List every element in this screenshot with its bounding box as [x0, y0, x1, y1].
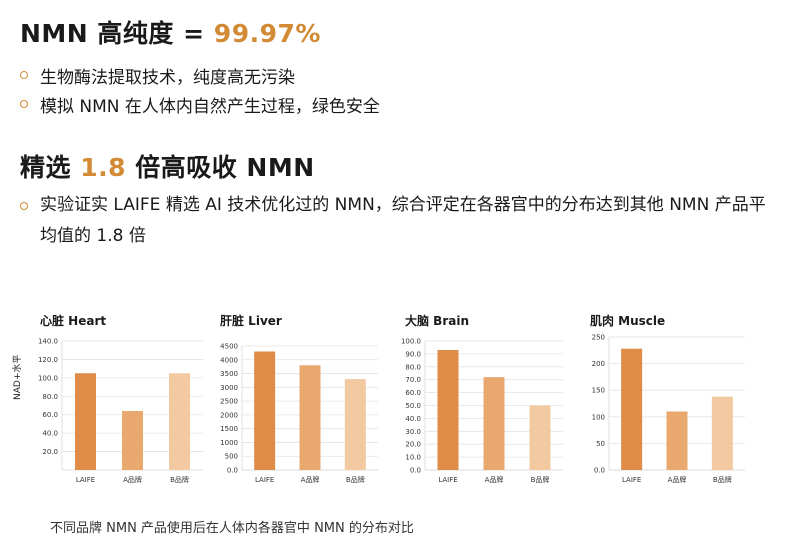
category-label: B品牌	[713, 475, 732, 484]
purity-value: 99.97%	[213, 19, 321, 48]
category-label: A品牌	[485, 475, 504, 484]
y-tick-label: 40.0	[42, 430, 58, 438]
y-tick-label: 100.0	[38, 374, 58, 382]
bar	[344, 379, 366, 470]
y-tick-label: 120.0	[38, 356, 58, 364]
purity-heading-text: NMN 高纯度 =	[20, 19, 214, 48]
bar	[122, 411, 143, 470]
y-tick-label: 20.0	[405, 441, 421, 449]
y-tick-label: 70.0	[405, 376, 421, 384]
y-tick-label: 10.0	[405, 454, 421, 462]
category-label: A品牌	[668, 475, 687, 484]
y-tick-label: 0.0	[594, 467, 605, 475]
y-tick-label: 50	[596, 440, 605, 448]
y-tick-label: 0.0	[410, 467, 421, 475]
bar	[254, 351, 276, 470]
bullet-circle-icon	[20, 71, 28, 79]
bullet-item: 生物酶法提取技术，纯度高无污染	[20, 63, 295, 88]
y-tick-label: 1000	[220, 439, 238, 447]
experiment-paragraph: 实验证实 LAIFE 精选 AI 技术优化过的 NMN，综合评定在各器官中的分布…	[20, 190, 770, 252]
category-label: B品牌	[531, 475, 550, 484]
y-tick-label: 3500	[220, 370, 238, 378]
y-tick-label: 60.0	[42, 411, 58, 419]
bar	[529, 405, 551, 470]
y-tick-label: 2000	[220, 411, 238, 419]
category-label: LAIFE	[76, 476, 95, 484]
category-label: B品牌	[170, 475, 189, 484]
y-tick-label: 100	[592, 413, 605, 421]
y-tick-label: 140.0	[38, 338, 58, 346]
bar	[621, 348, 643, 470]
y-tick-label: 500	[225, 453, 238, 461]
bar	[75, 373, 96, 470]
y-tick-label: 90.0	[405, 350, 421, 358]
y-tick-label: 4500	[220, 343, 238, 351]
absorption-heading-prefix: 精选	[20, 153, 81, 182]
y-tick-label: 4000	[220, 356, 238, 364]
y-tick-label: 50.0	[405, 402, 421, 410]
bar	[437, 350, 459, 470]
bar	[711, 396, 733, 470]
chart-title: 心脏 Heart	[40, 314, 107, 328]
bar	[666, 411, 688, 470]
purity-heading: NMN 高纯度 = 99.97%	[20, 14, 321, 50]
bullet-item: 模拟 NMN 在人体内自然产生过程，绿色安全	[20, 92, 380, 117]
y-tick-label: 0.0	[227, 467, 238, 475]
bullet-circle-icon	[20, 202, 28, 210]
experiment-text: 实验证实 LAIFE 精选 AI 技术优化过的 NMN，综合评定在各器官中的分布…	[40, 195, 766, 246]
y-tick-label: 40.0	[405, 415, 421, 423]
chart-caption: 不同品牌 NMN 产品使用后在人体内各器官中 NMN 的分布对比	[50, 521, 414, 536]
category-label: A品牌	[301, 475, 320, 484]
y-tick-label: 250	[592, 334, 605, 342]
absorption-multiplier: 1.8	[80, 153, 127, 182]
y-tick-label: 200	[592, 360, 605, 368]
bar	[169, 373, 190, 470]
category-label: LAIFE	[255, 476, 274, 484]
category-label: B品牌	[346, 475, 365, 484]
chart-title: 肌肉 Muscle	[590, 314, 666, 328]
bullet-text: 模拟 NMN 在人体内自然产生过程，绿色安全	[40, 97, 380, 117]
y-tick-label: 80.0	[42, 393, 58, 401]
category-label: A品牌	[123, 475, 142, 484]
y-tick-label: 60.0	[405, 389, 421, 397]
y-tick-label: 100.0	[401, 338, 421, 346]
y-tick-label: 20.0	[42, 448, 58, 456]
category-label: LAIFE	[438, 476, 457, 484]
absorption-heading-suffix: 倍高吸收 NMN	[126, 153, 315, 182]
chart-title: 大脑 Brain	[405, 314, 469, 328]
y-tick-label: 2500	[220, 398, 238, 406]
chart-title: 肝脏 Liver	[220, 314, 282, 328]
absorption-heading: 精选 1.8 倍高吸收 NMN	[20, 148, 315, 184]
y-tick-label: 150	[592, 387, 605, 395]
bar	[299, 365, 321, 470]
bullet-circle-icon	[20, 100, 28, 108]
category-label: LAIFE	[622, 476, 641, 484]
y-tick-label: 3000	[220, 384, 238, 392]
bullet-text: 生物酶法提取技术，纯度高无污染	[40, 68, 295, 88]
bar	[483, 377, 505, 470]
y-tick-label: 30.0	[405, 428, 421, 436]
y-tick-label: 80.0	[405, 363, 421, 371]
y-tick-label: 1500	[220, 425, 238, 433]
